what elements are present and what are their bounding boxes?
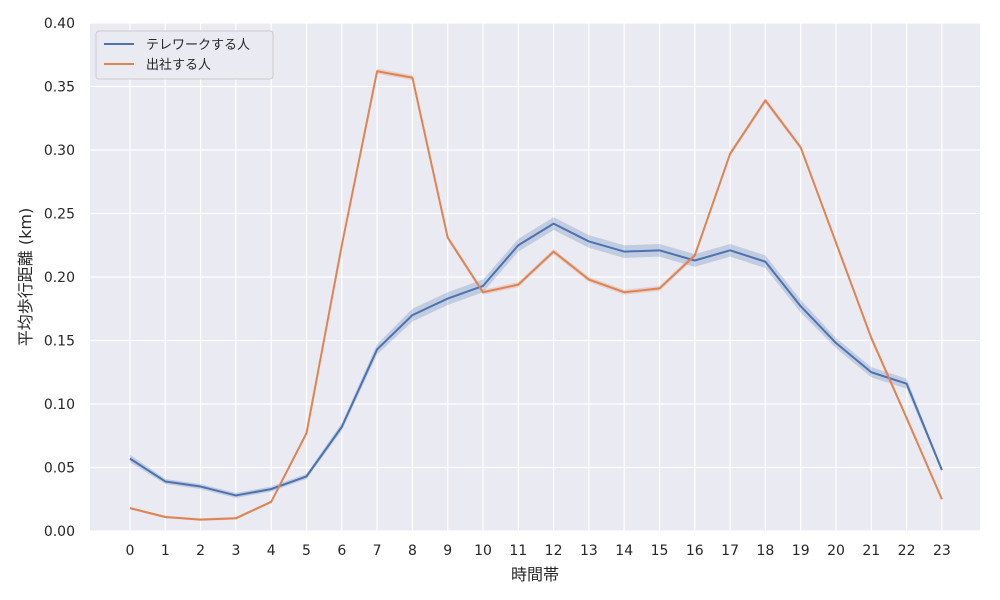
x-tick-label: 22 bbox=[898, 543, 916, 559]
x-tick-label: 8 bbox=[408, 543, 417, 559]
x-tick-label: 1 bbox=[161, 543, 170, 559]
x-tick-label: 23 bbox=[933, 543, 951, 559]
x-tick-label: 12 bbox=[545, 543, 563, 559]
legend-label-telework: テレワークする人 bbox=[146, 38, 250, 53]
x-tick-label: 5 bbox=[302, 543, 311, 559]
legend-box bbox=[95, 30, 274, 80]
x-tick-label: 13 bbox=[580, 543, 598, 559]
y-tick-label: 0.15 bbox=[44, 334, 75, 350]
y-tick-label: 0.30 bbox=[44, 143, 75, 159]
y-tick-label: 0.25 bbox=[44, 207, 75, 223]
x-tick-label: 17 bbox=[721, 543, 739, 559]
y-tick-label: 0.35 bbox=[44, 80, 75, 96]
y-tick-label: 0.05 bbox=[44, 461, 75, 477]
y-tick-labels: 0.00 0.05 0.10 0.15 0.20 0.25 0.30 0.35 0.40 bbox=[44, 16, 75, 540]
x-tick-labels: 0 1 2 3 4 5 6 7 8 9 10 11 12 13 14 15 16 17 18 19 20 21 22 23 bbox=[126, 543, 951, 559]
legend: テレワークする人 出社する人 bbox=[95, 30, 274, 80]
x-tick-label: 18 bbox=[756, 543, 774, 559]
legend-label-office: 出社する人 bbox=[146, 57, 211, 73]
x-tick-label: 20 bbox=[827, 543, 845, 559]
series-line-telework bbox=[129, 222, 943, 497]
x-tick-label: 21 bbox=[862, 543, 880, 559]
y-tick-label: 0.10 bbox=[44, 397, 75, 413]
x-axis-label: 時間帯 bbox=[511, 565, 559, 584]
x-tick-label: 4 bbox=[267, 543, 276, 559]
y-tick-label: 0.40 bbox=[44, 16, 75, 32]
y-tick-label: 0.20 bbox=[44, 270, 75, 286]
series-line-office bbox=[129, 70, 943, 521]
x-tick-label: 2 bbox=[196, 543, 205, 559]
series-lines bbox=[129, 70, 943, 521]
x-tick-label: 14 bbox=[615, 543, 633, 559]
x-tick-label: 11 bbox=[509, 543, 527, 559]
x-tick-label: 15 bbox=[651, 543, 669, 559]
x-tick-label: 9 bbox=[443, 543, 452, 559]
x-tick-label: 0 bbox=[126, 543, 135, 559]
y-tick-label: 0.00 bbox=[44, 524, 75, 540]
x-tick-label: 7 bbox=[373, 543, 382, 559]
y-axis-label: 平均歩行距離 (km) bbox=[16, 208, 35, 346]
x-tick-label: 10 bbox=[474, 543, 492, 559]
x-tick-label: 3 bbox=[231, 543, 240, 559]
grid bbox=[90, 22, 980, 532]
x-tick-label: 16 bbox=[686, 543, 704, 559]
x-tick-label: 6 bbox=[337, 543, 346, 559]
x-tick-label: 19 bbox=[792, 543, 810, 559]
